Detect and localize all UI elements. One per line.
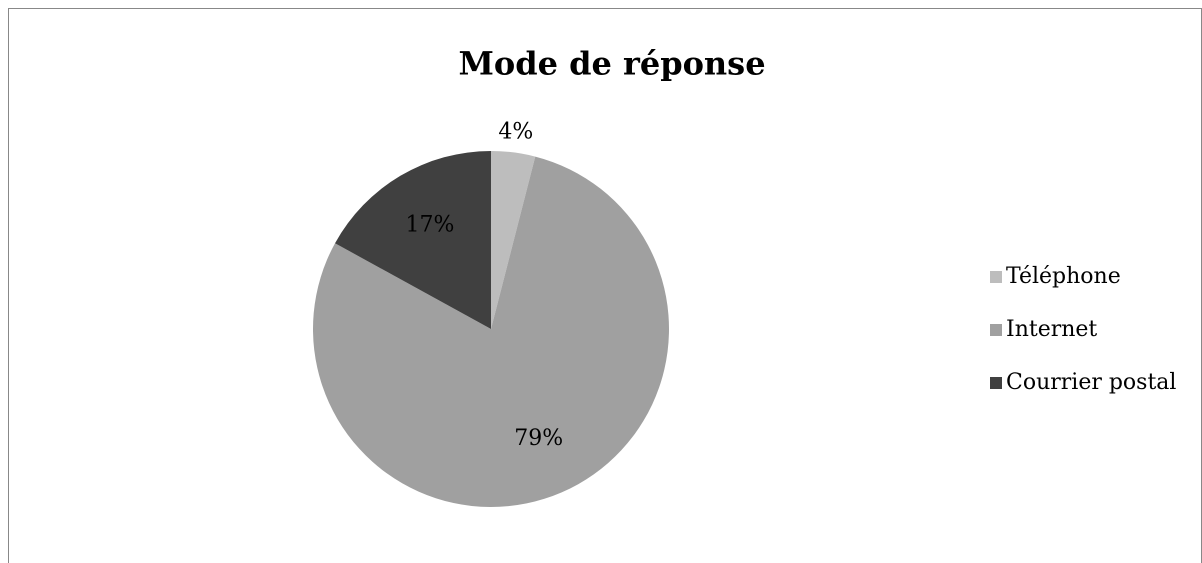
data-label: 79%: [514, 426, 563, 451]
legend-swatch: [990, 377, 1002, 389]
pie-slice: [491, 151, 536, 329]
legend-label: Téléphone: [1006, 264, 1121, 289]
legend-swatch: [990, 324, 1002, 336]
legend-label: Internet: [1006, 317, 1097, 342]
data-label: 4%: [498, 120, 533, 145]
legend-swatch: [990, 271, 1002, 283]
chart-title: Mode de réponse: [458, 45, 765, 83]
data-label: 17%: [405, 213, 454, 238]
legend-label: Courrier postal: [1006, 370, 1176, 395]
pie-slice: [335, 151, 491, 329]
pie-slice: [313, 156, 669, 508]
